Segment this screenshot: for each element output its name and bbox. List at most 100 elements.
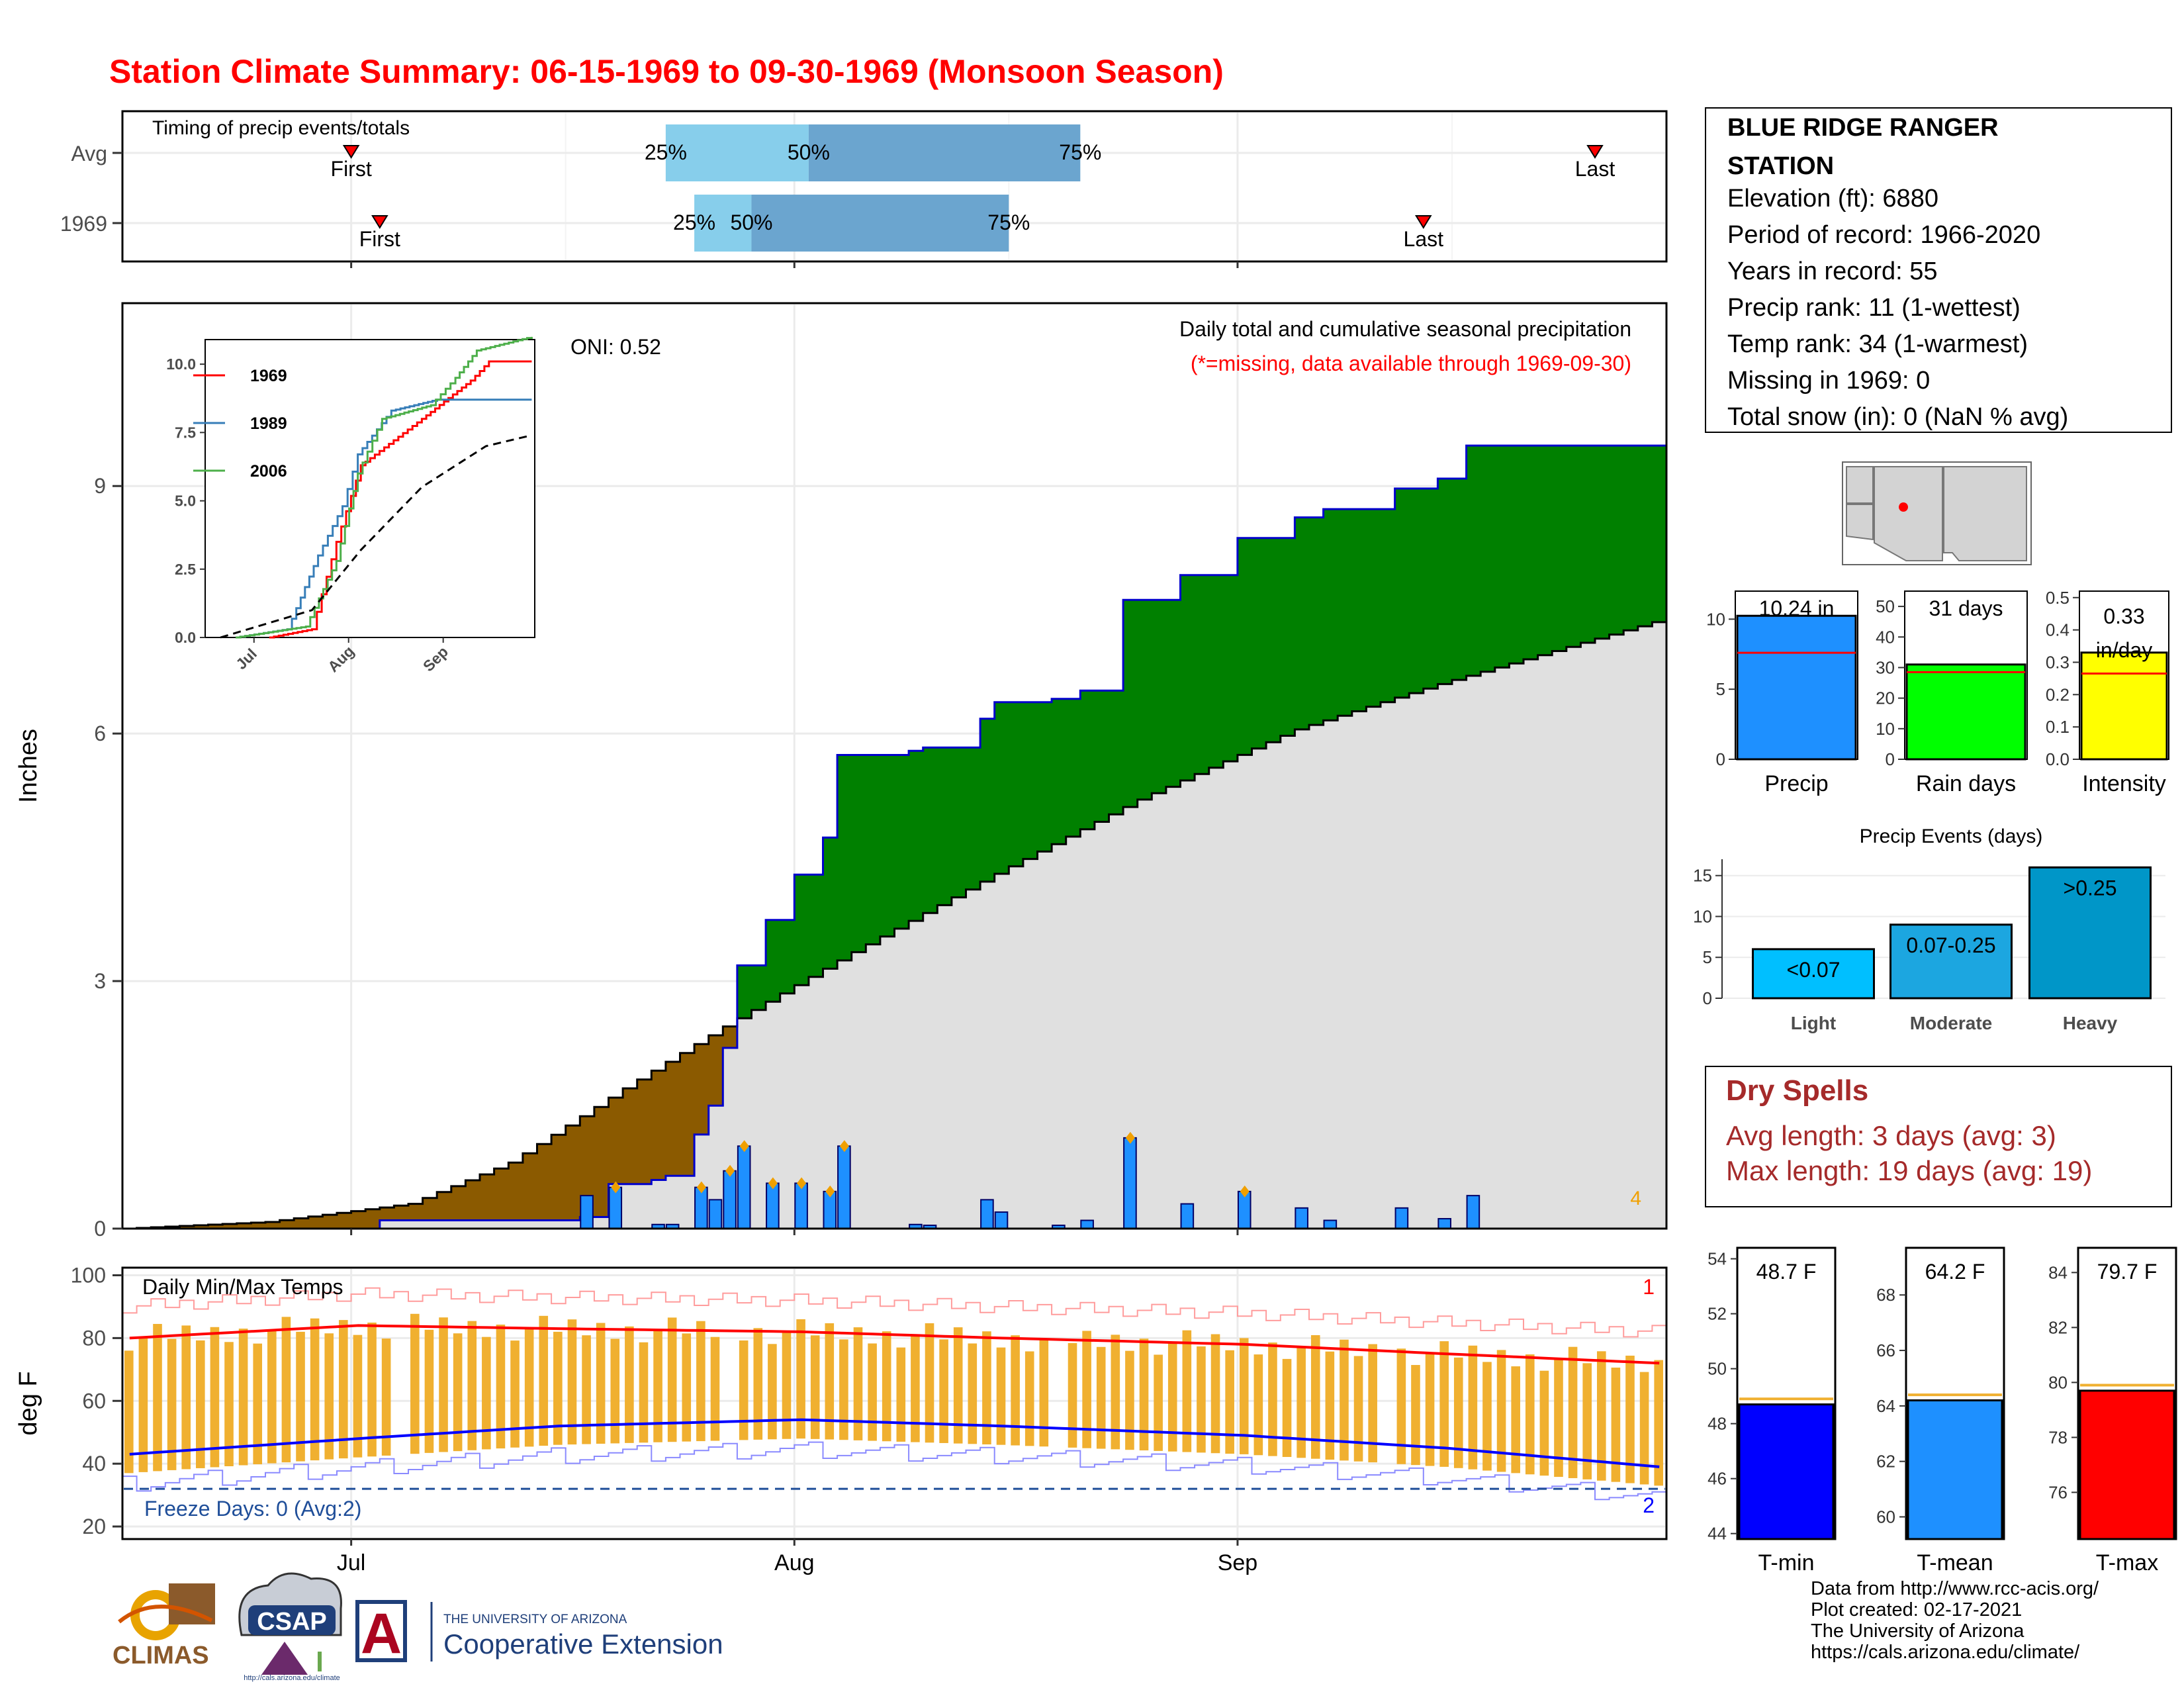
station-name-line1: BLUE RIDGE RANGER xyxy=(1727,114,1999,142)
event-bar-label: >0.25 xyxy=(2064,876,2117,900)
timing-last-label: Last xyxy=(1575,157,1615,181)
summary-y-tick-label: 0 xyxy=(1716,749,1725,769)
station-info-line: Period of record: 1966-2020 xyxy=(1727,221,2040,249)
summary-y-tick-label: 30 xyxy=(1876,657,1895,677)
daily-temp-bar xyxy=(968,1343,978,1444)
dry-spells-box: Dry Spells Avg length: 3 days (avg: 3) M… xyxy=(1705,1066,2172,1207)
ua-logo-letter: A xyxy=(361,1602,402,1665)
rank-marker xyxy=(768,1177,778,1190)
daily-temp-bar xyxy=(1396,1348,1406,1464)
temp-summary-label: T-max xyxy=(2096,1550,2158,1575)
temp-summary-y-tick-label: 48 xyxy=(1707,1414,1727,1434)
avg-tmax-line xyxy=(129,1324,1660,1365)
normal-cumulative-line xyxy=(122,621,1666,1230)
rank-marker xyxy=(1125,1131,1135,1144)
daily-temp-bar xyxy=(1154,1354,1163,1451)
normal-cumulative-area xyxy=(122,622,1666,1229)
station-info-line: Temp rank: 34 (1-warmest) xyxy=(1727,330,2028,358)
summary-y-tick-label: 10 xyxy=(1706,609,1725,629)
events-y-tick-label: 0 xyxy=(1703,988,1712,1008)
footer-line: Data from http://www.rcc-acis.org/ xyxy=(1811,1578,2099,1599)
daily-temp-bar xyxy=(653,1330,662,1442)
daily-temp-bar xyxy=(610,1338,620,1444)
daily-precip-bar xyxy=(1466,1195,1480,1229)
summary-value-label: 10.24 in xyxy=(1759,596,1835,620)
csap-url: http://cals.arizona.edu/climate xyxy=(244,1674,340,1682)
y-tick-label: 100 xyxy=(71,1263,106,1287)
timing-q25-q50-bar xyxy=(694,195,752,252)
precip-corner-count: 4 xyxy=(1630,1188,1641,1209)
daily-temp-bar xyxy=(1225,1350,1234,1454)
daily-temp-bar xyxy=(710,1336,720,1441)
inset-chart: 0.0 2.5 5.0 7.5 10.0 Jul Aug Sep 1969 1989 2006 xyxy=(166,336,535,675)
summary-bar xyxy=(1905,663,2026,761)
precip-title-line2: (*=missing, data available through 1969-… xyxy=(1191,352,1631,375)
daily-temp-bar xyxy=(682,1333,692,1442)
daily-precip-bar xyxy=(1237,1190,1251,1230)
temp-summary-y-tick-label: 84 xyxy=(2048,1262,2068,1282)
csap-logo-text: CSAP xyxy=(257,1608,327,1636)
daily-temp-bar xyxy=(1353,1356,1363,1462)
precip-panel: 0 3 6 9 Inches Daily total and cumulative s… xyxy=(15,302,1668,1241)
oni-label: ONI: 0.52 xyxy=(570,335,661,359)
daily-temp-bar xyxy=(439,1317,448,1452)
rank-marker xyxy=(797,1177,807,1190)
csap-logo: CSAP http://cals.arizona.edu/climate xyxy=(238,1572,342,1682)
daily-temp-bar xyxy=(1167,1342,1177,1452)
daily-temp-bar xyxy=(1525,1354,1535,1475)
summary-bar-label: Intensity xyxy=(2082,771,2166,796)
daily-precip-bar xyxy=(737,1145,751,1230)
y-tick-label: 0 xyxy=(94,1217,106,1241)
surplus-area xyxy=(737,445,1666,1019)
event-bar-label: 0.07-0.25 xyxy=(1906,933,1995,957)
rank-marker xyxy=(1240,1185,1250,1197)
daily-temp-bar xyxy=(911,1335,920,1442)
location-map xyxy=(1842,461,2032,565)
temp-summary-y-tick-label: 44 xyxy=(1707,1524,1727,1544)
timing-first-marker xyxy=(371,215,388,229)
y-tick-label: 80 xyxy=(82,1326,106,1350)
daily-temp-bar xyxy=(882,1331,891,1442)
summary-y-tick-label: 0.0 xyxy=(2046,749,2070,769)
avg-tmin-line xyxy=(129,1418,1660,1468)
temp-summary-y-tick-label: 80 xyxy=(2048,1372,2068,1392)
footer: Data from http://www.rcc-acis.org/ Plot … xyxy=(1811,1578,2099,1663)
daily-temp-bar xyxy=(1496,1350,1506,1472)
daily-temp-bar xyxy=(1654,1360,1663,1486)
summary-value-label: 31 days xyxy=(1929,596,2003,620)
inset-y-tick-label: 0.0 xyxy=(175,629,196,646)
dry-spells-avg: Avg length: 3 days (avg: 3) xyxy=(1726,1120,2056,1151)
temp-summary-y-tick-label: 46 xyxy=(1707,1469,1727,1489)
temp-summary-y-tick-label: 68 xyxy=(1876,1285,1895,1305)
summary-bar xyxy=(1736,614,1857,761)
daily-temp-bar xyxy=(267,1330,277,1464)
daily-temp-bar xyxy=(1197,1346,1206,1453)
daily-precip-bar xyxy=(1180,1203,1195,1230)
daily-temp-bar xyxy=(1425,1353,1435,1466)
daily-temp-bar xyxy=(253,1343,263,1465)
event-bar xyxy=(2028,866,2152,1000)
temp-title: Daily Min/Max Temps xyxy=(142,1275,343,1299)
timing-q25-q50-bar xyxy=(665,124,809,181)
inset-x-tick-label: Jul xyxy=(232,645,260,673)
y-tick-label: 60 xyxy=(82,1389,106,1413)
inset-legend-label: 1989 xyxy=(250,414,287,433)
temp-summary-y-tick-label: 82 xyxy=(2048,1317,2068,1337)
daily-temp-bar xyxy=(582,1335,591,1444)
temp-summary-bar xyxy=(1738,1403,1835,1540)
daily-temp-bar xyxy=(1639,1372,1649,1485)
temp-count-top: 1 xyxy=(1643,1275,1655,1299)
daily-precip-bar xyxy=(1080,1219,1094,1230)
summary-y-tick-label: 10 xyxy=(1876,719,1895,739)
daily-temp-bar xyxy=(1182,1330,1192,1452)
daily-temp-bar xyxy=(1310,1335,1320,1459)
daily-temp-bar xyxy=(1568,1346,1578,1478)
station-name-line2: STATION xyxy=(1727,152,1834,180)
daily-temp-bar xyxy=(596,1323,606,1444)
climas-logo-text: CLIMAS xyxy=(113,1642,209,1669)
daily-temp-bar xyxy=(238,1329,248,1466)
temp-summary-bar xyxy=(2079,1389,2175,1540)
summary-value-label: 0.33 xyxy=(2103,604,2144,628)
events-y-tick-label: 10 xyxy=(1693,906,1712,926)
inset-legend-label: 1969 xyxy=(250,367,287,385)
